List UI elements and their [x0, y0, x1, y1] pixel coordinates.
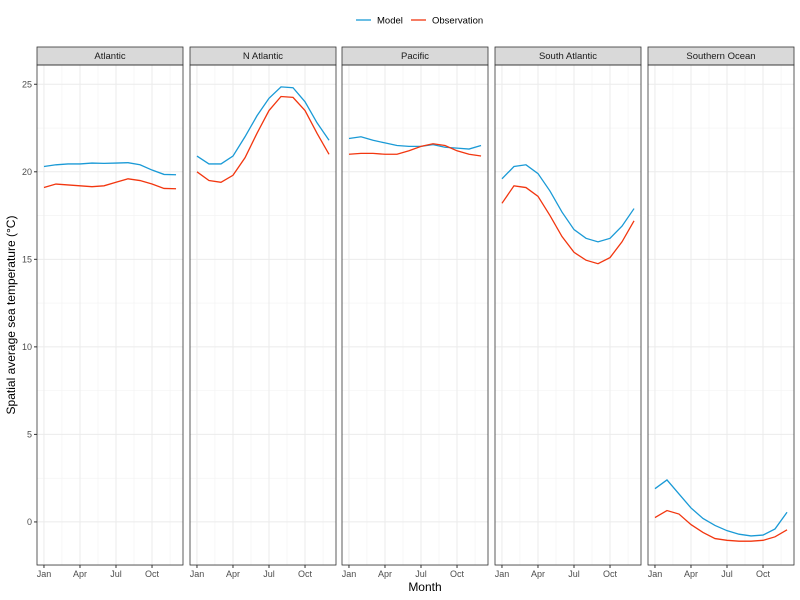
legend-item-model: Model: [356, 16, 403, 27]
series-line-observation: [196, 95, 330, 183]
x-tick-label: Apr: [226, 569, 240, 579]
y-axis-title: Spatial average sea temperature (°C): [4, 216, 18, 415]
x-tick-label: Jul: [110, 569, 122, 579]
panel-background: [648, 65, 794, 565]
panel-background: [342, 65, 488, 565]
facet-label: Atlantic: [94, 51, 125, 62]
panel-atlantic: Atlantic Jan Apr Jul Oct: [36, 46, 184, 579]
x-tick-label: Jul: [263, 569, 275, 579]
series-line-observation: [348, 143, 482, 157]
panel-border: [189, 64, 337, 566]
x-tick-label: Jan: [648, 569, 663, 579]
x-axis-title: Month: [408, 580, 441, 594]
legend-item-observation: Observation: [411, 16, 483, 27]
series-line-observation: [501, 185, 635, 265]
y-tick-label: 20: [22, 167, 32, 177]
x-tick-label: Jan: [342, 569, 357, 579]
panel-south-atlantic: South Atlantic Jan Apr Jul Oct: [494, 46, 642, 579]
panel-background: [495, 65, 641, 565]
x-tick-label: Apr: [684, 569, 698, 579]
panel-border: [494, 64, 642, 566]
panel-border: [647, 64, 795, 566]
panel-southern-ocean: Southern Ocean Jan Apr Jul Oct: [647, 46, 795, 579]
panel-background: [37, 65, 183, 565]
legend-label: Model: [377, 16, 403, 27]
facet-label: N Atlantic: [243, 51, 283, 62]
series-line-observation: [654, 509, 788, 542]
series-line-model: [43, 162, 177, 176]
series-line-model: [501, 164, 635, 243]
x-tick-label: Apr: [531, 569, 545, 579]
series-line-observation: [43, 178, 177, 190]
series-line-model: [654, 479, 788, 537]
x-tick-label: Jul: [721, 569, 733, 579]
y-tick-label: 0: [27, 517, 32, 527]
facet-label: Pacific: [401, 51, 429, 62]
x-tick-label: Jan: [190, 569, 205, 579]
x-tick-label: Oct: [145, 569, 160, 579]
x-tick-label: Jul: [415, 569, 427, 579]
x-tick-label: Apr: [73, 569, 87, 579]
x-tick-label: Jul: [568, 569, 580, 579]
y-tick-label: 5: [27, 429, 32, 439]
panel-background: [190, 65, 336, 565]
panel-n-atlantic: N Atlantic Jan Apr Jul Oct: [189, 46, 337, 579]
panels: Atlantic Jan Apr Jul Oct N Atlantic Jan Apr Jul O…: [36, 46, 795, 579]
series-line-model: [196, 86, 330, 165]
y-tick-label: 25: [22, 79, 32, 89]
x-tick-label: Jan: [495, 569, 510, 579]
x-tick-label: Oct: [298, 569, 313, 579]
facet-label: Southern Ocean: [686, 51, 755, 62]
x-tick-label: Apr: [378, 569, 392, 579]
y-tick-label: 10: [22, 342, 32, 352]
panel-border: [341, 64, 489, 566]
x-tick-label: Oct: [756, 569, 771, 579]
y-tick-label: 15: [22, 254, 32, 264]
x-tick-label: Oct: [450, 569, 465, 579]
panel-border: [36, 64, 184, 566]
legend-label: Observation: [432, 16, 483, 27]
facet-label: South Atlantic: [539, 51, 597, 62]
x-tick-label: Oct: [603, 569, 618, 579]
legend: Model Observation: [356, 16, 483, 27]
y-axis: 0 5 10 15 20 25: [22, 79, 37, 527]
x-tick-label: Jan: [37, 569, 52, 579]
series-line-model: [348, 136, 482, 150]
panel-pacific: Pacific Jan Apr Jul Oct: [341, 46, 489, 579]
